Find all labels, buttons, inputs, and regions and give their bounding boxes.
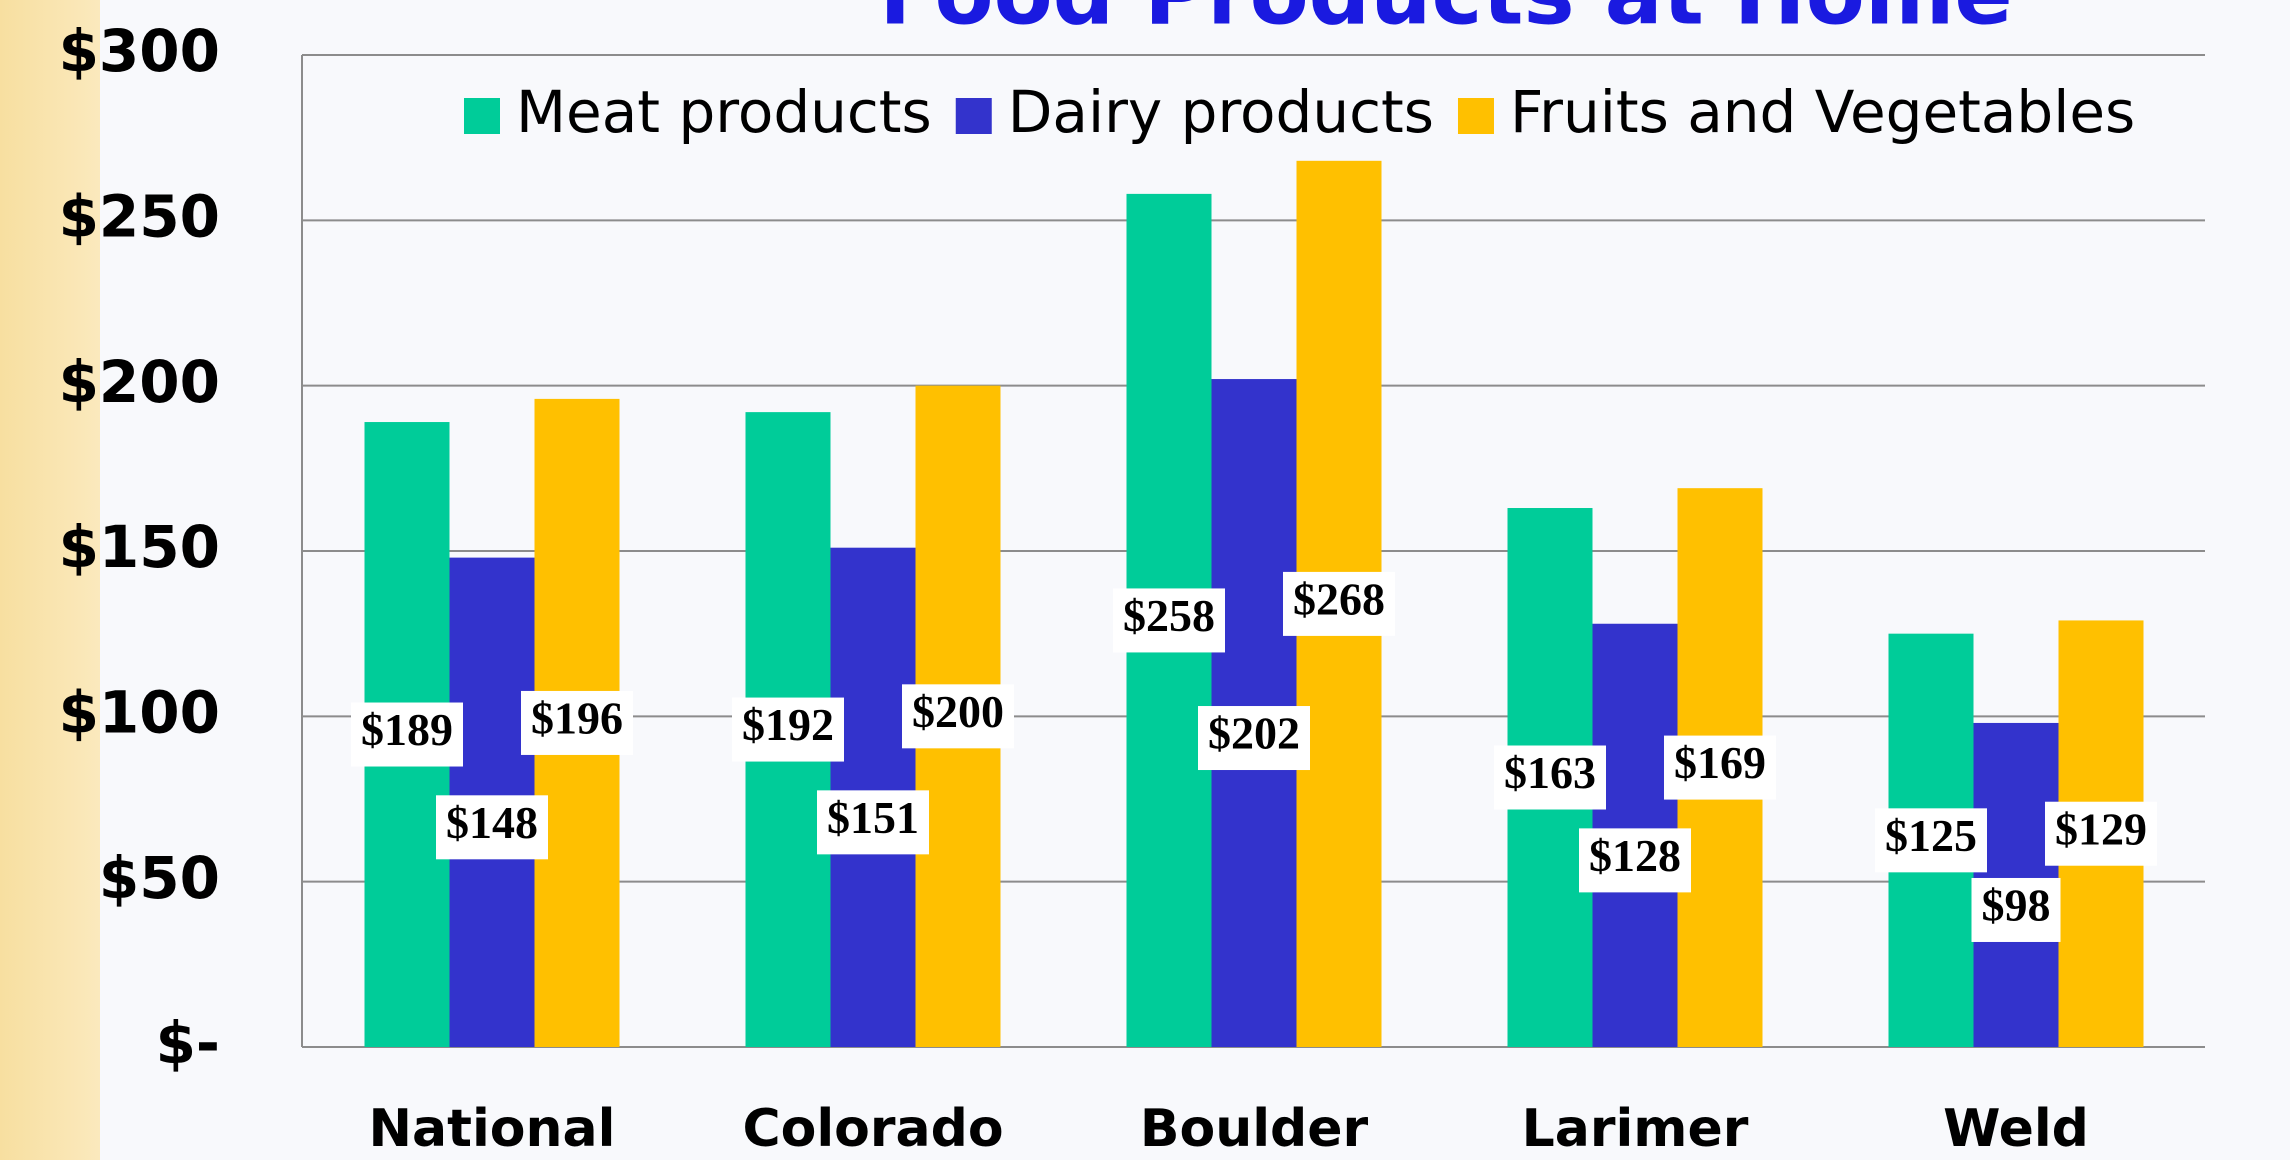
data-label-box: [902, 684, 1014, 749]
legend-label: Fruits and Vegetables: [1510, 78, 2135, 146]
data-label-box: [351, 702, 463, 767]
x-tick-label: Boulder: [1140, 1099, 1369, 1159]
legend-label: Dairy products: [1008, 78, 1434, 146]
data-label-box: [1494, 745, 1606, 810]
data-label-box: [1875, 808, 1987, 873]
data-label: $189: [361, 704, 453, 755]
y-tick-label: $150: [59, 513, 220, 581]
data-label: $128: [1589, 830, 1681, 881]
data-label: $258: [1123, 590, 1215, 641]
legend-label: Meat products: [516, 78, 932, 146]
data-label-box: [521, 690, 633, 755]
data-label: $202: [1208, 708, 1300, 759]
data-label: $268: [1293, 573, 1385, 624]
data-label: $200: [912, 686, 1004, 737]
y-tick-label: $250: [59, 182, 220, 250]
data-label: $163: [1504, 747, 1596, 798]
data-label: $192: [742, 699, 834, 750]
data-label: $98: [1982, 880, 2051, 931]
x-tick-label: National: [369, 1099, 616, 1159]
data-label: $125: [1885, 810, 1977, 861]
side-stripe: [0, 0, 100, 1160]
legend-swatch: [1457, 98, 1494, 134]
data-label-box: [1579, 828, 1691, 893]
y-tick-label: $-: [156, 1009, 220, 1077]
data-label: $151: [827, 792, 919, 843]
legend-swatch: [464, 98, 500, 134]
data-label-box: [1664, 735, 1776, 800]
y-tick-label: $50: [99, 844, 220, 912]
y-tick-label: $200: [59, 348, 220, 416]
data-label: $148: [446, 797, 538, 848]
data-label-box: [1971, 877, 2061, 942]
data-label: $196: [531, 693, 623, 744]
x-tick-label: Larimer: [1522, 1099, 1749, 1159]
y-tick-label: $100: [59, 678, 220, 746]
data-label-box: [1113, 588, 1225, 653]
data-label-box: [817, 790, 929, 855]
data-label: $169: [1674, 737, 1766, 788]
x-tick-label: Colorado: [742, 1099, 1003, 1159]
data-label-box: [732, 697, 844, 762]
data-label-box: [436, 795, 548, 860]
y-tick-label: $300: [59, 17, 220, 85]
x-tick-label: Weld: [1943, 1099, 2089, 1159]
chart-title: Food Products at Home: [879, 0, 2013, 44]
data-label-box: [1198, 706, 1310, 771]
data-label-box: [2045, 801, 2157, 866]
data-label-box: [1283, 571, 1395, 636]
data-label: $129: [2055, 803, 2147, 854]
legend-swatch: [955, 98, 992, 134]
